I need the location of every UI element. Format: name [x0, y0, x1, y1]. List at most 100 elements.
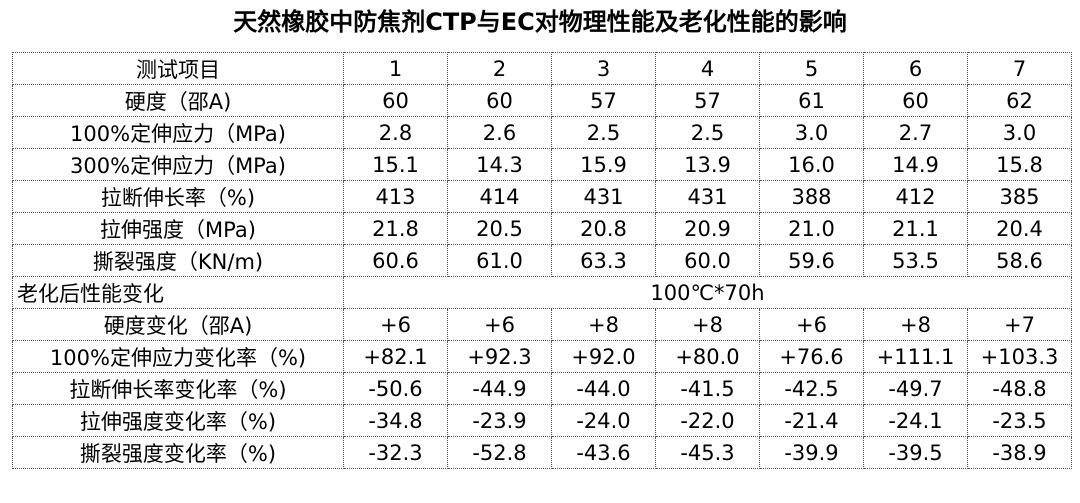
- table-cell: 13.9: [655, 148, 760, 181]
- table-cell: -32.3: [343, 436, 448, 469]
- row-label: 300%定伸应力（MPa): [12, 148, 344, 181]
- table-cell: 3.0: [967, 116, 1072, 149]
- table-cell: -24.0: [551, 404, 656, 437]
- table-cell: -44.0: [551, 372, 656, 405]
- table-cell: 20.4: [967, 212, 1072, 245]
- column-header: 4: [655, 52, 760, 85]
- table-cell: 2.5: [655, 116, 760, 149]
- table-cell: 431: [655, 180, 760, 213]
- table-cell: 62: [967, 84, 1072, 117]
- table-cell: 2.6: [447, 116, 552, 149]
- table-cell: -42.5: [759, 372, 864, 405]
- table-cell: 14.3: [447, 148, 552, 181]
- section-label: 老化后性能变化: [12, 276, 344, 309]
- row-label: 拉断伸长率（%): [12, 180, 344, 213]
- column-header: 5: [759, 52, 864, 85]
- table-cell: 385: [967, 180, 1072, 213]
- table-cell: 15.9: [551, 148, 656, 181]
- table-cell: 21.1: [863, 212, 968, 245]
- table-row: 老化后性能变化 100℃*70h: [12, 276, 1072, 309]
- row-header-title: 测试项目: [12, 52, 344, 85]
- table-cell: 388: [759, 180, 864, 213]
- row-label: 硬度变化（邵A): [12, 308, 344, 341]
- table-cell: +6: [447, 308, 552, 341]
- table-cell: 2.8: [343, 116, 448, 149]
- table-cell: 412: [863, 180, 968, 213]
- row-label: 100%定伸应力（MPa): [12, 116, 344, 149]
- table-cell: +7: [967, 308, 1072, 341]
- table-row: 测试项目 1 2 3 4 5 6 7: [12, 52, 1072, 85]
- table-cell: 60.0: [655, 244, 760, 277]
- row-label: 拉断伸长率变化率（%): [12, 372, 344, 405]
- table-cell: -43.6: [551, 436, 656, 469]
- row-label: 100%定伸应力变化率（%): [12, 340, 344, 373]
- table-cell: 60: [863, 84, 968, 117]
- table-row: 撕裂强度（KN/m) 60.6 61.0 63.3 60.0 59.6 53.5 58.6: [12, 244, 1072, 277]
- table-cell: 63.3: [551, 244, 656, 277]
- row-label: 硬度（邵A): [12, 84, 344, 117]
- table-cell: +111.1: [863, 340, 968, 373]
- table-cell: +82.1: [343, 340, 448, 373]
- section-condition: 100℃*70h: [343, 276, 1072, 309]
- table-cell: -24.1: [863, 404, 968, 437]
- table-cell: -38.9: [967, 436, 1072, 469]
- table-cell: +8: [863, 308, 968, 341]
- table-row: 拉伸强度（MPa) 21.8 20.5 20.8 20.9 21.0 21.1 20.4: [12, 212, 1072, 245]
- table-cell: 431: [551, 180, 656, 213]
- table-cell: -39.9: [759, 436, 864, 469]
- table-cell: -45.3: [655, 436, 760, 469]
- table-cell: -21.4: [759, 404, 864, 437]
- table-cell: 20.5: [447, 212, 552, 245]
- table-cell: 61.0: [447, 244, 552, 277]
- table-cell: 20.8: [551, 212, 656, 245]
- table-cell: -23.5: [967, 404, 1072, 437]
- table-cell: 14.9: [863, 148, 968, 181]
- table-cell: 61: [759, 84, 864, 117]
- table-cell: 60: [343, 84, 448, 117]
- column-header: 7: [967, 52, 1072, 85]
- table-row: 拉断伸长率变化率（%) -50.6 -44.9 -44.0 -41.5 -42.5 -49.…: [12, 372, 1072, 405]
- table-cell: +76.6: [759, 340, 864, 373]
- table-cell: 413: [343, 180, 448, 213]
- table-row: 拉伸强度变化率（%) -34.8 -23.9 -24.0 -22.0 -21.4 -24.1…: [12, 404, 1072, 437]
- row-label: 撕裂强度变化率（%): [12, 436, 344, 469]
- table-cell: 414: [447, 180, 552, 213]
- table-cell: -23.9: [447, 404, 552, 437]
- row-label: 拉伸强度（MPa): [12, 212, 344, 245]
- table-cell: 58.6: [967, 244, 1072, 277]
- table-cell: 15.8: [967, 148, 1072, 181]
- table-cell: -49.7: [863, 372, 968, 405]
- table-cell: +80.0: [655, 340, 760, 373]
- column-header: 1: [343, 52, 448, 85]
- data-table: 测试项目 1 2 3 4 5 6 7 硬度（邵A) 60 60 57 57 61 60 62 100%定伸应力（…: [12, 52, 1072, 469]
- table-cell: 57: [551, 84, 656, 117]
- column-header: 2: [447, 52, 552, 85]
- table-cell: -22.0: [655, 404, 760, 437]
- table-cell: 16.0: [759, 148, 864, 181]
- table-cell: -52.8: [447, 436, 552, 469]
- table-cell: -48.8: [967, 372, 1072, 405]
- table-cell: 3.0: [759, 116, 864, 149]
- table-row: 100%定伸应力变化率（%) +82.1 +92.3 +92.0 +80.0 +76.6 +…: [12, 340, 1072, 373]
- table-cell: +8: [655, 308, 760, 341]
- column-header: 6: [863, 52, 968, 85]
- table-row: 100%定伸应力（MPa) 2.8 2.6 2.5 2.5 3.0 2.7 3.0: [12, 116, 1072, 149]
- column-header: 3: [551, 52, 656, 85]
- table-cell: 2.7: [863, 116, 968, 149]
- table-cell: 59.6: [759, 244, 864, 277]
- table-cell: +92.3: [447, 340, 552, 373]
- table-row: 300%定伸应力（MPa) 15.1 14.3 15.9 13.9 16.0 14.9 15.…: [12, 148, 1072, 181]
- table-row: 拉断伸长率（%) 413 414 431 431 388 412 385: [12, 180, 1072, 213]
- table-row: 硬度（邵A) 60 60 57 57 61 60 62: [12, 84, 1072, 117]
- table-cell: -34.8: [343, 404, 448, 437]
- table-row: 撕裂强度变化率（%) -32.3 -52.8 -43.6 -45.3 -39.9 -39.5…: [12, 436, 1072, 469]
- table-cell: 21.0: [759, 212, 864, 245]
- table-cell: 60: [447, 84, 552, 117]
- table-cell: 15.1: [343, 148, 448, 181]
- table-cell: -50.6: [343, 372, 448, 405]
- table-cell: 2.5: [551, 116, 656, 149]
- table-cell: 57: [655, 84, 760, 117]
- table-row: 硬度变化（邵A) +6 +6 +8 +8 +6 +8 +7: [12, 308, 1072, 341]
- table-cell: 53.5: [863, 244, 968, 277]
